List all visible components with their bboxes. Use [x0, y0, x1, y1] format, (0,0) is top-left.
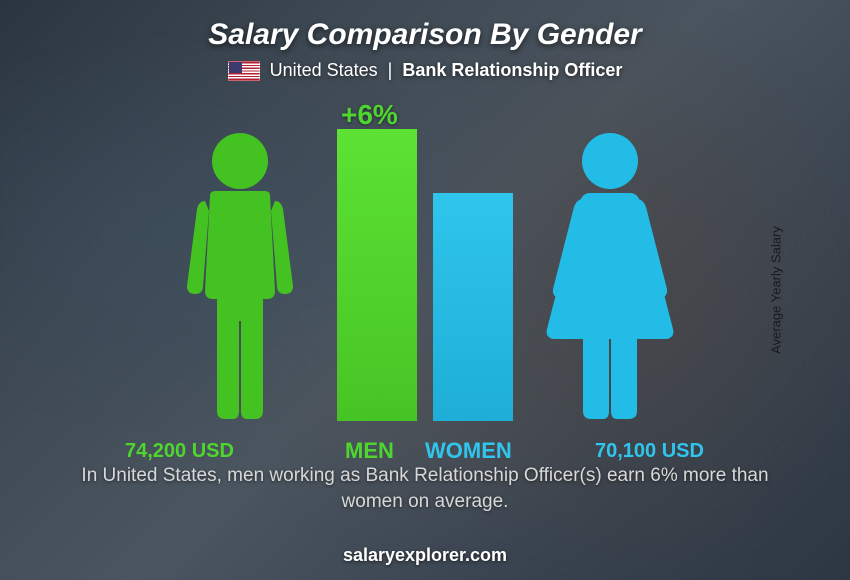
us-flag-icon — [228, 61, 260, 81]
y-axis-label: Average Yearly Salary — [769, 226, 784, 354]
infographic-container: Salary Comparison By Gender United State… — [0, 0, 850, 580]
delta-percentage-label: +6% — [341, 99, 398, 131]
separator: | — [388, 60, 393, 80]
country-name: United States — [270, 60, 378, 80]
bar-women — [433, 193, 513, 421]
job-title: Bank Relationship Officer — [402, 60, 622, 80]
women-label: WOMEN — [425, 438, 512, 464]
subtitle-row: United States | Bank Relationship Office… — [228, 60, 623, 81]
description-text: In United States, men working as Bank Re… — [65, 463, 785, 514]
subtitle-text: United States | Bank Relationship Office… — [270, 60, 623, 81]
women-salary-value: 70,100 USD — [595, 440, 704, 463]
comparison-chart: +6% 74,200 USD MEN WOMEN 70,100 USD — [65, 91, 785, 451]
page-title: Salary Comparison By Gender — [208, 18, 641, 52]
man-icon — [175, 131, 305, 421]
men-salary-value: 74,200 USD — [125, 440, 234, 463]
footer-brand: salaryexplorer.com — [0, 545, 850, 566]
men-label: MEN — [345, 438, 394, 464]
bar-men — [337, 129, 417, 421]
woman-icon — [535, 131, 685, 421]
